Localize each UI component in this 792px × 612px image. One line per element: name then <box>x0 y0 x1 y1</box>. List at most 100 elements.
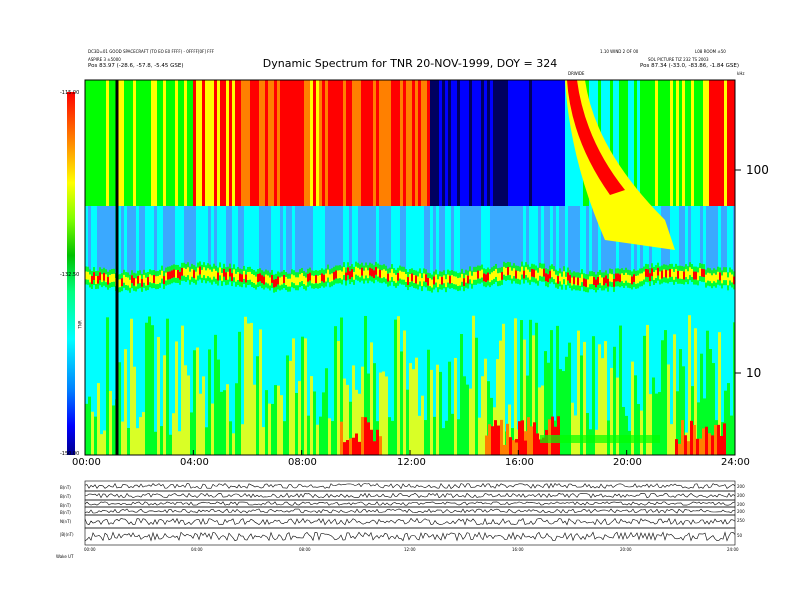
spectrum-midband <box>118 206 121 276</box>
plasma-line-edge <box>425 282 427 288</box>
plasma-line-edge <box>405 269 407 275</box>
drwide-label: DRWIDE <box>568 71 585 76</box>
plasma-line-edge <box>121 286 123 292</box>
spectrum-midband <box>235 206 238 276</box>
plasma-line <box>169 271 171 280</box>
plasma-line-edge <box>533 277 535 283</box>
spectrum-midband <box>232 206 235 276</box>
plasma-line-edge <box>673 266 675 272</box>
plasma-line-edge <box>201 264 203 270</box>
plasma-line <box>387 273 389 282</box>
spectrum-column <box>124 80 127 206</box>
plasma-line-edge <box>415 283 417 289</box>
plasma-line <box>279 277 281 286</box>
low-freq-spike <box>682 366 685 455</box>
plasma-line <box>155 276 157 285</box>
plasma-line-edge <box>571 285 573 291</box>
spectrum-column <box>457 80 460 206</box>
plasma-line-edge <box>309 267 311 273</box>
low-freq-spike <box>151 325 154 455</box>
low-freq-spike <box>724 390 727 455</box>
plasma-line-edge <box>549 278 551 284</box>
low-freq-spike <box>316 424 319 455</box>
header-solpicture-line: SOL PICTURE TIZ 232 TS 2003 <box>648 57 709 62</box>
plasma-line-edge <box>613 286 615 292</box>
plasma-line <box>171 270 173 279</box>
spectrum-column <box>703 80 706 206</box>
plasma-line-edge <box>277 284 279 290</box>
plasma-line <box>619 274 621 283</box>
spectrum-column <box>322 80 325 206</box>
spectrum-column <box>109 80 112 206</box>
spectrum-midband <box>127 206 130 276</box>
plasma-line <box>469 271 471 280</box>
low-freq-spike <box>91 411 94 455</box>
spectrum-midband <box>568 206 571 276</box>
plasma-line-edge <box>685 264 687 270</box>
plasma-line-edge <box>211 279 213 285</box>
spectrum-midband <box>358 206 361 276</box>
spectrum-column <box>517 80 520 206</box>
plasma-line-edge <box>201 277 203 283</box>
x-tick-marks <box>84 450 736 455</box>
colorbar-tick-top: -115.00 <box>60 90 80 96</box>
plasma-line-edge <box>515 265 517 271</box>
spectrum-column <box>511 80 514 206</box>
spectrum-column <box>613 80 616 206</box>
low-freq-spike <box>166 318 169 455</box>
header-status-line: DC3D=01 GOOD SPACECRAFT (TO EO E0 FFFF) … <box>88 49 215 54</box>
plasma-line <box>411 273 413 282</box>
spectrum-column <box>160 80 163 206</box>
plasma-line-edge <box>535 278 537 284</box>
plasma-line-edge <box>255 271 257 277</box>
spectrum-midband <box>211 206 214 276</box>
plasma-line-edge <box>567 280 569 286</box>
spectrum-column <box>406 80 409 206</box>
plasma-line-edge <box>87 266 89 272</box>
plasma-line <box>243 270 245 279</box>
plasma-line-edge <box>607 273 609 279</box>
plasma-line <box>625 272 627 281</box>
plasma-line-edge <box>539 262 541 268</box>
plasma-line-edge <box>629 283 631 289</box>
spectrum-midband <box>157 206 160 276</box>
plasma-line <box>173 269 175 278</box>
plasma-line-edge <box>649 281 651 287</box>
plasma-line-edge <box>191 276 193 282</box>
low-freq-spike <box>211 403 214 455</box>
spectrum-midband <box>244 206 247 276</box>
plasma-line-edge <box>705 282 707 288</box>
plasma-line-edge <box>687 266 689 272</box>
low-freq-spike <box>679 349 682 455</box>
plasma-line <box>445 279 447 288</box>
spectrum-column <box>664 80 667 206</box>
plasma-line-edge <box>521 274 523 280</box>
plasma-line-edge <box>125 285 127 291</box>
spectrum-midband <box>388 206 391 276</box>
x-tick-label-1: 04:00 <box>180 457 209 468</box>
plasma-line-edge <box>719 280 721 286</box>
low-freq-emission <box>355 433 358 455</box>
low-freq-spike <box>448 361 451 455</box>
spectrum-column <box>316 80 319 206</box>
plasma-line <box>659 271 661 280</box>
low-freq-emission <box>364 417 367 455</box>
plasma-line-edge <box>535 265 537 271</box>
plasma-line-edge <box>353 266 355 272</box>
plasma-line-edge <box>163 271 165 277</box>
plasma-line <box>291 274 293 283</box>
plasma-line-edge <box>323 282 325 288</box>
spectrum-column <box>568 80 571 206</box>
spectrum-midband <box>322 206 325 276</box>
plasma-line-edge <box>547 282 549 288</box>
spectrum-column <box>142 80 145 206</box>
plasma-line-edge <box>105 269 107 275</box>
plasma-line-edge <box>413 269 415 275</box>
spectrum-column <box>535 80 538 206</box>
plasma-line-edge <box>527 264 529 270</box>
plasma-line <box>581 274 583 283</box>
spectrum-midband <box>112 206 115 276</box>
plasma-line-edge <box>483 268 485 274</box>
plasma-line <box>715 274 717 283</box>
plasma-line-edge <box>427 272 429 278</box>
